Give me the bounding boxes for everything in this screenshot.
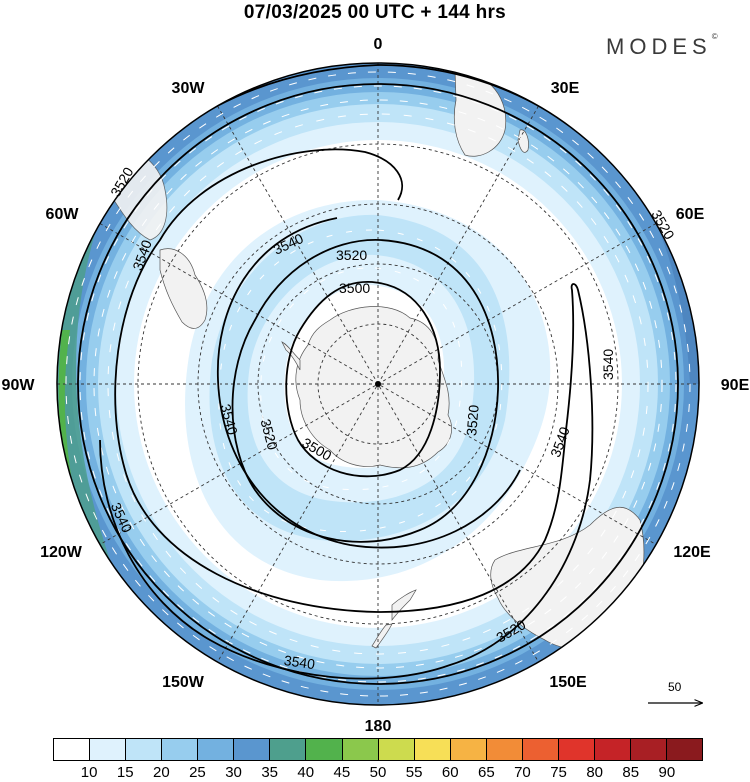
lon-label-180: 180 [365,718,392,735]
colorbar-label: 20 [152,764,170,781]
colorbar-label: 60 [441,764,459,781]
madagascar-land [517,129,529,153]
colorbar-swatch [522,739,559,760]
colorbar-swatch [486,739,523,760]
lon-label-90e: 90E [721,377,750,394]
colorbar-swatch [306,739,343,760]
colorbar-label: 55 [405,764,423,781]
colorbar-label: 85 [622,764,640,781]
contour-label: 3500 [339,280,370,296]
contour-label: 3520 [463,404,482,437]
colorbar-label: 40 [297,764,315,781]
contour-label: 3540 [283,652,316,672]
new-zealand-land [371,589,417,649]
contour-3500 [285,281,441,478]
colorbar-label: 35 [261,764,278,781]
colorbar-label: 10 [80,764,98,781]
colorbar-label: 30 [225,764,242,781]
longitude-labels: 0 30E 60E 90E 120E 150E 180 150W 120W 90… [2,36,750,735]
antarctic-peninsula-land [281,341,301,371]
wind-speed-colorbar [53,738,703,761]
lon-label-30e: 30E [551,80,580,97]
lon-label-60w: 60W [46,206,80,223]
colorbar-swatch [54,739,91,760]
colorbar-swatch [90,739,127,760]
contour-outer-3540 [77,83,679,685]
colorbar-swatch [270,739,307,760]
contour-3520-inner [231,239,499,543]
colorbar-label: 50 [369,764,387,781]
modes-logo: MODES© [606,32,718,60]
lon-label-150e: 150E [549,674,587,691]
south-america-land [159,248,208,329]
colorbar-label: 80 [586,764,603,781]
colorbar-label: 90 [658,764,676,781]
contour-label: 3520 [336,247,367,263]
colorbar-label: 15 [116,764,134,781]
colorbar-label: 70 [514,764,531,781]
wind-shading-strong-west-2 [58,330,80,520]
colorbar-swatch [594,739,631,760]
lon-label-0: 0 [374,36,383,53]
colorbar-label: 65 [477,764,495,781]
meridians [57,63,699,705]
colorbar-swatch [667,739,703,760]
lon-label-30w: 30W [172,80,206,97]
colorbar-swatch [631,739,668,760]
lon-label-120e: 120E [673,544,711,561]
colorbar-swatch [558,739,595,760]
reference-vector-label: 50 [668,680,682,694]
brand-text: MODES [606,34,712,59]
wind-vectors [65,71,691,697]
lon-label-90w: 90W [2,377,36,394]
lon-label-60e: 60E [676,206,705,223]
colorbar-swatch [234,739,271,760]
colorbar-label: 75 [550,764,567,781]
colorbar-swatch [162,739,199,760]
africa-land [453,69,507,157]
colorbar-swatch [450,739,487,760]
reference-arrow-icon [648,680,706,710]
lon-label-150w: 150W [162,674,205,691]
contour-3540-inner [216,217,521,549]
colorbar-label: 25 [189,764,206,781]
colorbar-label: 45 [333,764,351,781]
colorbar-swatch [198,739,235,760]
south-pole-dot [375,381,381,387]
reference-vector: 50 [646,680,706,710]
colorbar-swatch [126,739,163,760]
antarctica-land [295,306,452,469]
colorbar-swatch [414,739,451,760]
contour-label: 3540 [600,349,616,380]
map-title: 07/03/2025 00 UTC + 144 hrs [243,2,507,23]
polar-map: 3520 3540 3520 3500 3540 3520 3500 3540 … [2,36,750,735]
colorbar-labels: 10 15 20 25 30 35 40 45 50 55 60 65 70 75 80 85 90 [53,764,703,782]
map-boundary [56,62,700,706]
colorbar-swatch [378,739,415,760]
brand-mark: © [711,32,718,41]
lon-label-120w: 120W [40,544,83,561]
contour-label: 3520 [257,417,281,451]
colorbar-swatch [342,739,379,760]
contour-label: 3540 [217,402,241,436]
contour-3540-spiral [99,148,594,680]
